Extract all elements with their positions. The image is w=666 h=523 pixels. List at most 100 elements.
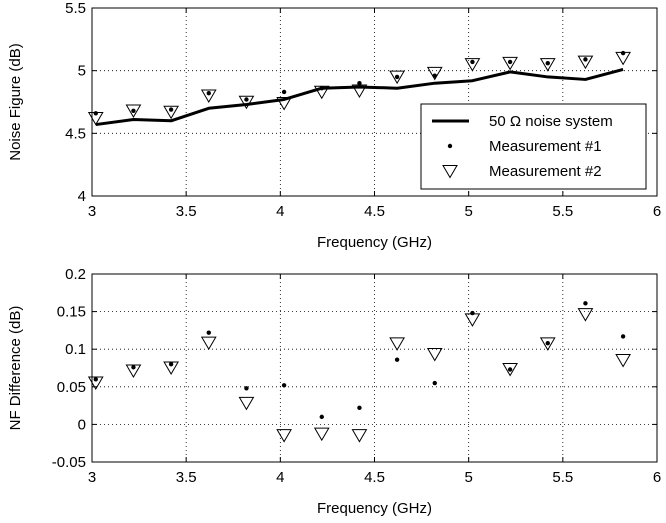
data-point-dot [620, 334, 626, 339]
data-point-dot [357, 405, 362, 411]
data-point-triangle [539, 58, 556, 72]
legend-dot-swatch [447, 143, 453, 149]
x-axis-label: Frequency (GHz) [317, 500, 432, 517]
y-axis-label: Noise Figure (dB) [7, 43, 24, 161]
x-tick-label: 3.5 [176, 469, 197, 486]
data-point-dot [319, 414, 324, 420]
data-point-dot [244, 97, 249, 102]
x-tick-label: 5 [464, 469, 472, 486]
data-point-dot [545, 340, 550, 346]
data-point-dot [583, 301, 588, 306]
x-tick-label: 4 [276, 469, 284, 486]
y-tick-label: 0.1 [65, 341, 86, 358]
y-tick-label: 4.5 [65, 125, 86, 142]
legend-triangle-swatch [442, 165, 458, 179]
series-dot [93, 301, 626, 420]
data-point-dot [394, 357, 400, 362]
data-point-dot [470, 59, 475, 65]
data-point-triangle [426, 66, 443, 81]
x-tick-label: 6 [653, 203, 661, 220]
data-point-triangle [313, 427, 330, 442]
data-point-triangle [539, 337, 556, 351]
x-tick-label: 5 [464, 203, 472, 220]
legend-label: Measurement #2 [489, 163, 602, 180]
data-point-triangle [200, 336, 217, 351]
series-line [95, 67, 624, 127]
x-tick-label: 4.5 [364, 203, 385, 220]
data-point-triangle [502, 363, 518, 377]
data-point-dot [394, 74, 400, 80]
data-point-triangle [87, 376, 104, 391]
series-triangle [87, 51, 631, 126]
data-point-dot [507, 59, 513, 65]
nf-difference-chart: 3 3.5 4 4.5 5 5.5 6 -0.05 0 0.05 0.1 0.15 0.2 Frequen… [7, 266, 661, 517]
series-line [95, 67, 624, 127]
data-point-triangle [125, 104, 142, 119]
legend-label: Measurement #1 [489, 138, 602, 155]
data-point-dot [206, 330, 211, 335]
y-axis-label: NF Difference (dB) [7, 306, 24, 431]
x-axis-label: Frequency (GHz) [317, 234, 432, 251]
data-point-triangle [351, 429, 368, 443]
data-point-triangle [577, 308, 594, 322]
y-tick-label: 5 [78, 63, 86, 80]
data-point-triangle [389, 337, 405, 351]
data-point-dot [244, 386, 249, 391]
data-point-triangle [276, 97, 292, 111]
data-point-dot [281, 383, 287, 388]
data-point-dot [168, 362, 174, 367]
data-point-triangle [426, 347, 443, 362]
y-tick-label: 5.5 [65, 0, 86, 17]
data-point-dot [131, 108, 136, 113]
x-tick-label: 3.5 [176, 203, 197, 220]
x-tick-label: 3 [88, 203, 96, 220]
data-point-dot [93, 377, 98, 382]
data-point-triangle [87, 112, 104, 126]
data-point-dot [583, 57, 588, 62]
x-tick-label: 5.5 [552, 203, 573, 220]
data-point-dot [206, 91, 211, 96]
x-tick-label: 5.5 [552, 469, 573, 486]
legend: 50 Ω noise system Measurement #1 Measureme… [420, 103, 647, 190]
data-point-triangle [238, 396, 255, 411]
data-point-triangle [276, 429, 292, 443]
data-point-dot [281, 89, 287, 95]
y-tick-label: 0.2 [65, 266, 86, 283]
data-point-dot [432, 380, 437, 386]
y-tick-label: 0 [78, 416, 86, 433]
x-tick-label: 6 [653, 469, 661, 486]
data-point-triangle [200, 89, 217, 103]
data-point-triangle [464, 313, 481, 327]
legend-label: 50 Ω noise system [489, 113, 613, 130]
data-point-triangle [125, 364, 142, 378]
legend-box [420, 103, 647, 190]
x-tick-label: 4 [276, 203, 284, 220]
y-tick-label: 4 [78, 188, 86, 205]
data-point-triangle [389, 70, 405, 85]
y-tick-label: 0.15 [57, 304, 86, 321]
data-point-dot [507, 367, 513, 372]
data-point-dot [545, 60, 550, 66]
x-tick-label: 3 [88, 469, 96, 486]
data-point-triangle [615, 353, 631, 368]
data-point-triangle [464, 58, 481, 72]
y-tick-label: 0.05 [57, 379, 86, 396]
noise-figure-chart: 3 3.5 4 4.5 5 5.5 6 4 4.5 5 5.5 Frequency (GHz) Nois… [7, 0, 661, 251]
data-point-dot [620, 50, 626, 56]
data-point-triangle [163, 361, 179, 375]
data-point-triangle [351, 84, 368, 98]
data-point-triangle [238, 95, 255, 110]
data-point-dot [357, 81, 362, 86]
data-point-triangle [502, 56, 518, 71]
x-tick-label: 4.5 [364, 469, 385, 486]
y-tick-label: -0.05 [52, 454, 86, 471]
data-point-triangle [615, 51, 631, 66]
series-triangle [87, 308, 631, 443]
data-point-dot [470, 310, 475, 316]
data-point-triangle [577, 55, 594, 70]
data-point-dot [93, 111, 98, 116]
data-point-triangle [313, 85, 330, 100]
data-point-dot [319, 86, 324, 91]
data-point-triangle [163, 105, 179, 120]
